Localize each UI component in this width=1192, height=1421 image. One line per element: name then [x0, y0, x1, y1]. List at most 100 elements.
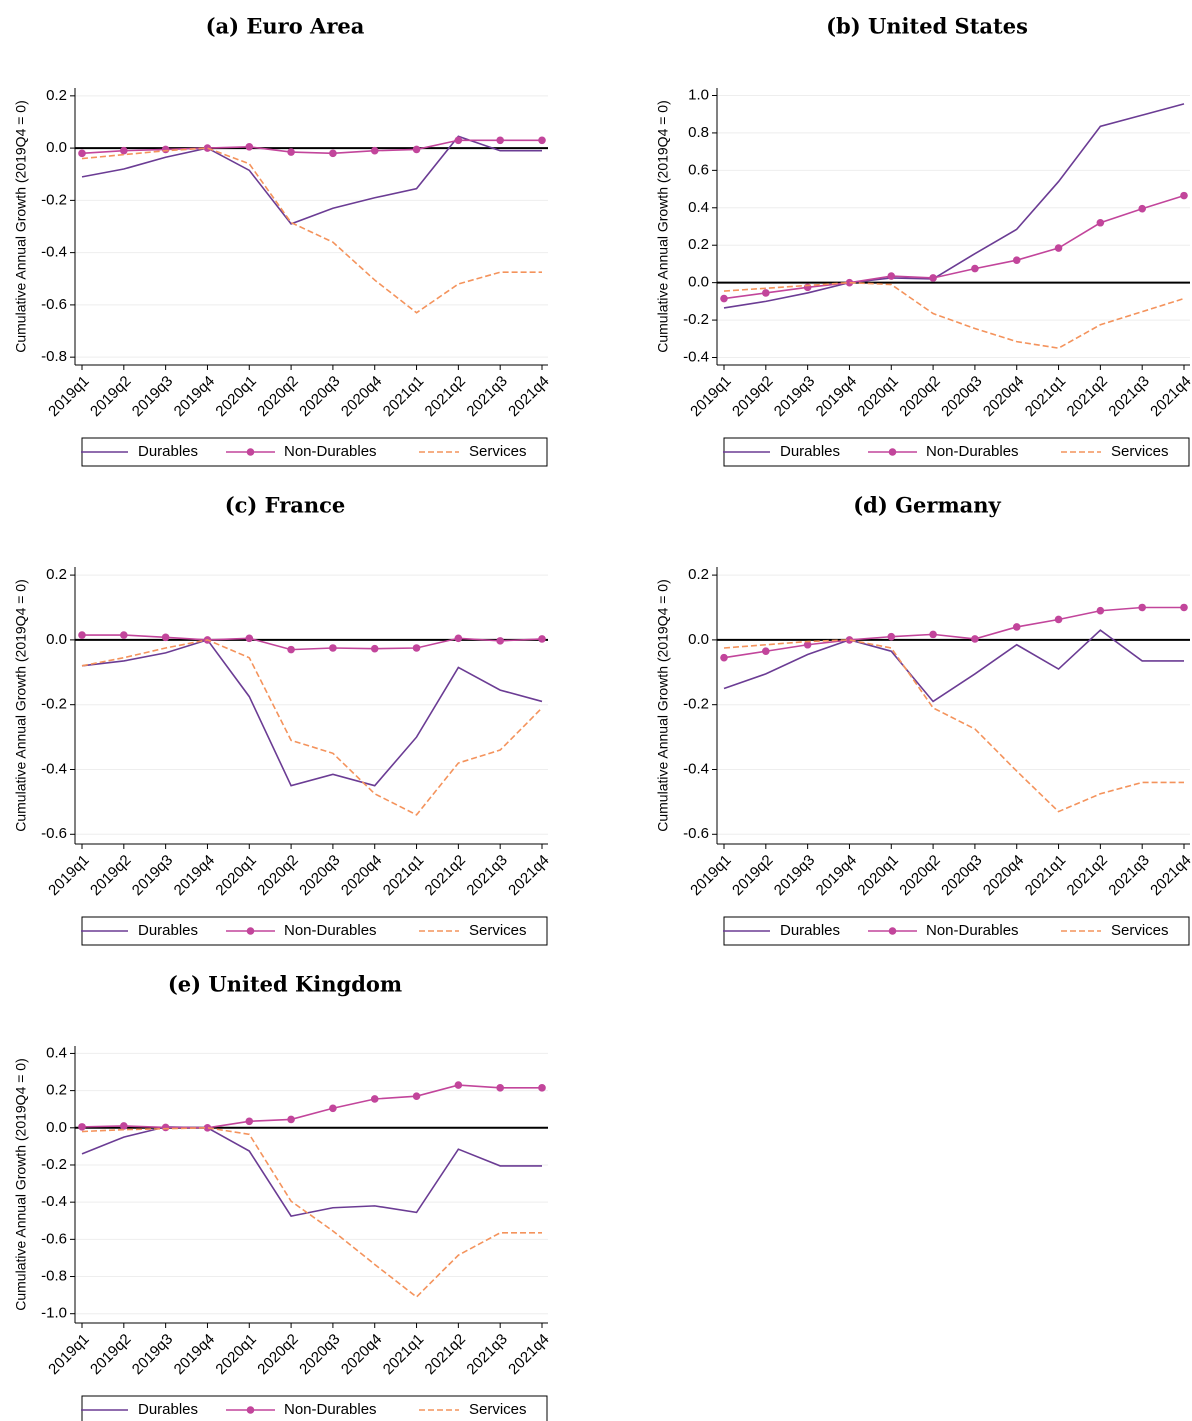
- x-tick-label: 2020q1: [212, 1331, 259, 1378]
- series-marker: [720, 294, 728, 303]
- y-tick-label: -0.2: [41, 191, 67, 208]
- series-marker: [720, 653, 728, 662]
- series-marker: [1054, 244, 1063, 252]
- series-line: [723, 281, 1185, 349]
- y-tick-label: -0.4: [683, 760, 709, 777]
- legend-label: Services: [1111, 922, 1169, 939]
- series-marker: [203, 1123, 212, 1132]
- series-marker: [412, 1092, 421, 1100]
- y-tick-label: 0.2: [46, 87, 67, 104]
- series-marker: [1180, 603, 1188, 612]
- series-marker: [203, 144, 212, 152]
- y-tick-label: 0.4: [688, 199, 709, 216]
- x-tick-label: 2019q3: [129, 1331, 176, 1378]
- legend-label: Durables: [138, 922, 198, 939]
- x-tick-label: 2021q4: [505, 373, 552, 420]
- series-marker: [120, 146, 128, 155]
- series-marker: [78, 631, 86, 639]
- y-tick-label: 0.2: [46, 1082, 67, 1099]
- panel-title: (b) United States: [826, 14, 1028, 39]
- x-tick-label: 2021q3: [463, 1331, 510, 1378]
- x-tick-label: 2021q2: [422, 373, 469, 420]
- x-tick-label: 2019q1: [687, 373, 734, 420]
- series-marker: [538, 136, 546, 145]
- series-marker: [287, 645, 295, 654]
- series-marker: [1096, 606, 1105, 615]
- x-tick-label: 2020q4: [980, 373, 1027, 420]
- panel-title: (e) United Kingdom: [168, 972, 402, 997]
- legend-box: [81, 1395, 548, 1421]
- x-tick-label: 2020q3: [296, 852, 343, 899]
- series-marker: [496, 136, 504, 145]
- series-line: [723, 103, 1185, 309]
- y-tick-label: 1.0: [688, 86, 709, 103]
- series-marker: [762, 647, 770, 656]
- y-tick-label: -0.8: [41, 348, 67, 365]
- series-line: [723, 639, 1184, 813]
- x-tick-label: 2021q1: [1022, 852, 1069, 899]
- series-line: [81, 1084, 542, 1129]
- x-tick-label: 2019q3: [129, 373, 176, 420]
- series-line: [81, 139, 542, 155]
- series-marker: [845, 278, 854, 287]
- x-tick-label: 2020q2: [254, 1331, 301, 1378]
- x-tick-label: 2020q2: [254, 852, 301, 899]
- series-marker: [287, 1115, 295, 1124]
- x-tick-label: 2020q1: [212, 852, 259, 899]
- x-tick-label: 2021q4: [505, 1331, 552, 1378]
- x-tick-label: 2020q2: [896, 852, 943, 899]
- y-axis-label: Cumulative Annual Growth (2019Q4 = 0): [13, 1058, 29, 1311]
- y-tick-label: -0.4: [41, 244, 67, 261]
- x-tick-label: 2021q2: [1064, 852, 1111, 899]
- series-marker: [245, 1117, 254, 1126]
- series-line: [81, 639, 543, 816]
- x-tick-label: 2021q1: [380, 852, 427, 899]
- legend-marker: [888, 927, 897, 935]
- series-marker: [370, 1095, 379, 1103]
- panel: (a) Euro Area Cumulative Annual Growth (2…: [13, 14, 553, 467]
- y-tick-label: 0.2: [688, 566, 709, 583]
- series-marker: [454, 634, 463, 643]
- x-tick-label: 2020q4: [980, 852, 1027, 899]
- legend-label: Services: [469, 922, 527, 939]
- legend-box: [81, 916, 548, 946]
- x-tick-label: 2019q2: [87, 852, 134, 899]
- series-marker: [1180, 191, 1188, 200]
- legend-label: Durables: [138, 1401, 198, 1418]
- series-marker: [245, 634, 254, 643]
- x-tick-label: 2020q2: [896, 373, 943, 420]
- x-tick-label: 2019q1: [687, 852, 734, 899]
- y-tick-label: -0.2: [683, 311, 709, 328]
- series-marker: [245, 142, 254, 151]
- series-line: [723, 629, 1184, 703]
- series-marker: [329, 644, 337, 652]
- y-tick-label: -0.2: [683, 696, 709, 713]
- series-marker: [929, 274, 937, 282]
- legend-marker: [246, 927, 255, 935]
- legend-marker: [246, 1406, 255, 1414]
- series-marker: [929, 630, 937, 639]
- series-marker: [454, 136, 463, 145]
- y-tick-label: 0.0: [46, 139, 67, 156]
- y-axis-label: Cumulative Annual Growth (2019Q4 = 0): [655, 579, 671, 832]
- series-marker: [329, 149, 337, 158]
- x-tick-label: 2020q4: [338, 852, 385, 899]
- y-tick-label: -0.4: [683, 348, 709, 365]
- y-tick-label: 0.2: [688, 236, 709, 253]
- series-marker: [329, 1104, 337, 1113]
- series-marker: [845, 636, 854, 644]
- y-tick-label: 0.0: [688, 631, 709, 648]
- y-tick-label: 0.6: [688, 161, 709, 178]
- y-axis-label: Cumulative Annual Growth (2019Q4 = 0): [655, 100, 671, 353]
- x-tick-label: 2020q3: [296, 1331, 343, 1378]
- y-tick-label: 0.0: [46, 631, 67, 648]
- panel: (b) United States Cumulative Annual Growt…: [655, 14, 1192, 467]
- x-tick-label: 2020q4: [338, 373, 385, 420]
- legend-label: Non-Durables: [284, 1401, 377, 1418]
- y-axis-label: Cumulative Annual Growth (2019Q4 = 0): [13, 579, 29, 832]
- x-tick-label: 2021q3: [463, 852, 510, 899]
- series-marker: [370, 146, 379, 155]
- x-tick-label: 2020q1: [212, 373, 259, 420]
